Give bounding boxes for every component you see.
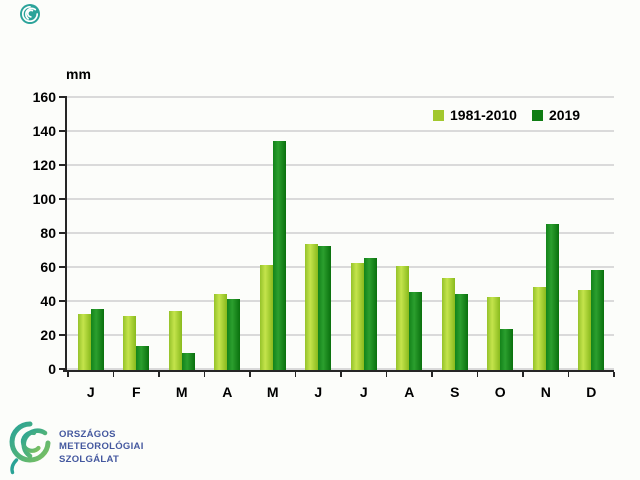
logo-text-line: ORSZÁGOS bbox=[59, 429, 116, 440]
y-axis-tick bbox=[59, 368, 65, 370]
bar-1981-2010-O bbox=[487, 296, 501, 370]
legend-swatch-light-green bbox=[433, 109, 444, 121]
gridline bbox=[66, 96, 614, 98]
x-tick-label-4: A bbox=[222, 384, 233, 400]
bar-1981-2010-M bbox=[259, 264, 273, 370]
bar-2019-S bbox=[454, 293, 468, 370]
legend-label: 2019 bbox=[548, 107, 581, 123]
bar-1981-2010-J bbox=[350, 262, 364, 370]
omsz-swirl-icon bbox=[19, 3, 41, 25]
gridline bbox=[66, 164, 614, 166]
x-axis-tick bbox=[613, 372, 615, 377]
y-axis-tick bbox=[59, 334, 65, 336]
y-axis-tick bbox=[59, 232, 65, 234]
x-axis-tick bbox=[522, 372, 524, 377]
omsz-logo-text: ORSZÁGOS METEOROLÓGIAI SZOLGÁLAT bbox=[59, 429, 144, 475]
bar-1981-2010-S bbox=[441, 278, 455, 370]
x-tick-label-12: D bbox=[586, 384, 597, 400]
legend-item-2019: 2019 bbox=[531, 107, 581, 123]
logo-text-line: METEOROLÓGIAI bbox=[59, 441, 144, 453]
y-axis-tick bbox=[59, 130, 65, 132]
legend-label: 1981-2010 bbox=[450, 107, 517, 123]
x-axis-tick bbox=[567, 372, 570, 377]
y-axis-tick bbox=[59, 266, 65, 268]
gridline bbox=[66, 334, 614, 336]
x-tick-label-2: F bbox=[131, 384, 141, 400]
bar-2019-A bbox=[227, 298, 241, 370]
gridline bbox=[66, 300, 614, 302]
omsz-logo-swirl-icon bbox=[9, 421, 51, 475]
y-axis-unit-label: mm bbox=[66, 66, 91, 82]
y-axis-tick bbox=[59, 300, 65, 302]
x-tick-label-11: N bbox=[540, 384, 551, 400]
y-tick-label: 120 bbox=[32, 157, 56, 173]
bar-2019-O bbox=[500, 329, 514, 370]
gridline bbox=[66, 130, 614, 132]
y-tick-label: 80 bbox=[40, 225, 56, 241]
y-axis-tick bbox=[59, 96, 65, 98]
bar-1981-2010-J bbox=[77, 313, 91, 370]
bar-2019-N bbox=[545, 223, 559, 370]
x-tick-label-5: M bbox=[266, 384, 279, 400]
bar-2019-J bbox=[363, 257, 377, 370]
y-axis-tick bbox=[59, 198, 65, 200]
bar-2019-D bbox=[591, 269, 605, 370]
omsz-logo: ORSZÁGOS METEOROLÓGIAI SZOLGÁLAT bbox=[8, 420, 144, 475]
gridline bbox=[66, 266, 614, 268]
x-tick-label-6: J bbox=[314, 384, 323, 400]
bar-2019-F bbox=[136, 346, 150, 370]
x-axis-tick bbox=[203, 372, 206, 377]
x-axis-tick bbox=[294, 372, 297, 377]
x-tick-label-9: S bbox=[450, 384, 460, 400]
y-tick-label: 0 bbox=[48, 361, 56, 377]
x-axis-tick bbox=[476, 372, 479, 377]
bar-1981-2010-D bbox=[578, 290, 592, 370]
y-tick-label: 20 bbox=[40, 327, 56, 343]
x-tick-label-10: O bbox=[494, 384, 506, 400]
x-axis-tick bbox=[112, 372, 115, 377]
y-tick-label: 60 bbox=[40, 259, 56, 275]
legend: 1981-2010 2019 bbox=[433, 107, 580, 123]
y-axis-line bbox=[64, 96, 67, 372]
x-tick-label-8: A bbox=[404, 384, 415, 400]
bar-1981-2010-A bbox=[214, 293, 228, 370]
x-axis-tick bbox=[385, 372, 388, 377]
x-axis-tick bbox=[158, 372, 160, 377]
y-tick-label: 100 bbox=[32, 191, 56, 207]
gridline bbox=[66, 232, 614, 234]
legend-item-1981-2010: 1981-2010 bbox=[433, 107, 517, 123]
x-tick-label-7: J bbox=[359, 384, 368, 400]
bar-2019-J bbox=[318, 245, 332, 370]
x-tick-label-3: M bbox=[175, 384, 188, 400]
y-tick-label: 140 bbox=[32, 123, 56, 139]
x-axis-tick bbox=[340, 372, 342, 377]
bar-1981-2010-F bbox=[123, 315, 137, 370]
bar-1981-2010-A bbox=[396, 266, 410, 370]
gridline bbox=[66, 198, 614, 200]
bar-2019-M bbox=[272, 140, 286, 370]
y-tick-label: 160 bbox=[32, 89, 56, 105]
x-tick-label-1: J bbox=[86, 384, 95, 400]
bar-2019-J bbox=[90, 308, 104, 370]
bar-1981-2010-N bbox=[532, 286, 546, 370]
bar-1981-2010-M bbox=[168, 310, 182, 370]
y-tick-label: 40 bbox=[40, 293, 56, 309]
bar-2019-A bbox=[409, 291, 423, 370]
legend-swatch-dark-green bbox=[531, 109, 543, 121]
logo-text-line: SZOLGÁLAT bbox=[59, 453, 120, 465]
x-axis-line bbox=[63, 370, 614, 372]
y-axis-tick bbox=[59, 164, 65, 166]
gridline bbox=[66, 368, 614, 370]
x-axis-tick bbox=[67, 372, 69, 377]
bar-2019-M bbox=[181, 353, 195, 370]
x-axis-tick bbox=[431, 372, 433, 377]
x-axis-tick bbox=[249, 372, 251, 377]
bar-1981-2010-J bbox=[305, 244, 319, 370]
